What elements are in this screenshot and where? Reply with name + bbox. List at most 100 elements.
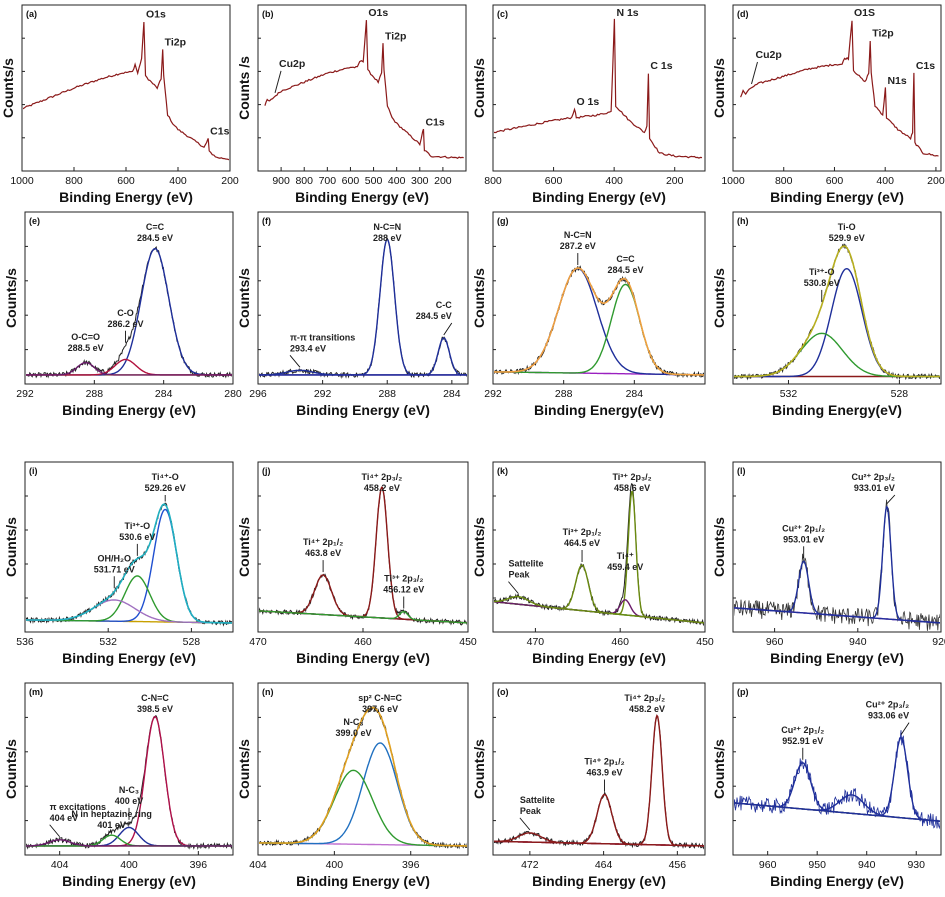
x-tick-label: 600 [826,175,844,187]
peak-annotation-line: 287.2 eV [560,241,596,251]
fit-component-line [259,369,467,376]
plot-area [26,715,232,850]
peak-annotation-line: 530.8 eV [804,278,840,288]
peak-annotation-line: Ti⁴⁺ 2p₃/₂ [624,693,665,703]
x-tick-label: 470 [249,636,267,648]
y-axis-label: Counts/s [236,739,252,799]
plot-area [26,502,232,627]
y-axis-label: Counts/s [471,268,487,328]
y-axis-label: Counts/s [0,58,16,118]
plot-area [734,499,940,631]
peak-annotation-line: C-C [436,300,452,310]
peak-annotation-line: 458.2 eV [364,483,400,493]
plot-area [259,486,467,626]
plot-frame [732,211,942,385]
panel-n: (n) 404 400 396 Binding Energy (eV) Counts/s s… [236,682,469,889]
x-tick-label: 800 [775,175,793,187]
x-axis-label: Binding Energy (eV) [59,189,193,205]
plot-frame [492,4,706,172]
peak-annotation-line: 284.5 eV [137,233,173,243]
peak-annotation-line: 404 eV [50,813,79,823]
plot-frame [24,682,234,856]
peak-annotation-line: Cu²⁺ 2p₃/₂ [866,700,909,710]
y-axis-label: Counts/s [3,517,19,577]
peak-annotation-line: 398.5 eV [137,704,173,714]
peak-annotation-line: C=C [616,254,635,264]
panel-letter: (i) [29,466,38,476]
plot-frame [24,211,234,385]
peak-annotation-line: Ti-O [838,222,856,232]
peak-annotation-line: Ti⁴⁺ [617,551,634,561]
x-axis-label: Binding Energy (eV) [532,650,666,666]
x-tick-label: 950 [808,859,826,871]
x-tick-label: 900 [272,175,290,187]
x-tick-label: 284 [626,388,644,400]
raw-data-line [26,715,232,850]
peak-annotation-line: C=C [146,222,165,232]
panel-b: (b) 900 800 700 600 500 400 300 200 Binding Energ… [236,4,467,205]
peak-annotation-line: 400 eV [115,796,144,806]
panel-letter: (m) [29,687,43,697]
envelope-line [259,706,467,847]
plot-area [264,20,464,160]
peak-annotation-line: 953.01 eV [783,534,824,544]
plot-frame [492,211,706,385]
peak-annotation-line: Sattelite [520,795,555,805]
x-tick-label: 940 [858,859,876,871]
x-tick-label: 920 [932,636,945,648]
x-tick-label: 1000 [10,175,34,187]
panel-letter: (p) [737,687,749,697]
peak-label: Ti2p [165,37,186,49]
x-axis-label: Binding Energy (eV) [62,402,196,418]
peak-annotation-line: 463.8 eV [305,548,341,558]
x-tick-label: 400 [120,859,138,871]
annotation-arrow [443,322,453,336]
raw-data-line [26,246,232,379]
x-tick-label: 200 [434,175,452,187]
peak-label: N 1s [616,7,638,19]
x-tick-label: 396 [402,859,420,871]
x-axis-label: Binding Energy(eV) [534,402,664,418]
panel-letter: (h) [737,216,749,226]
x-tick-label: 930 [907,859,925,871]
plot-area [259,237,467,379]
peak-annotation-line: Ti³⁺-O [809,267,835,277]
panel-f: (f) 296 292 288 284 Binding Energy (eV) Counts… [236,211,469,418]
x-tick-label: 600 [342,175,360,187]
x-tick-label: 292 [16,388,34,400]
peak-annotation-line: 288 eV [373,233,402,243]
peak-label: Cu2p [279,58,305,70]
x-tick-label: 800 [65,175,83,187]
x-tick-label: 470 [527,636,545,648]
peak-annotation-line: 463.9 eV [587,767,623,777]
panel-g: (g) 292 288 284 Binding Energy(eV) Counts/s N-… [471,211,706,418]
plot-frame [257,682,469,856]
peak-annotation-line: Ti³⁺-O [125,521,151,531]
peak-annotation-line: Ti³⁺ 2p₃/₂ [384,574,423,584]
peak-annotation-line: O-C=O [71,332,100,342]
panel-m: (m) 404 400 396 Binding Energy (eV) Counts/s C… [3,682,234,889]
y-axis-label: Counts/s [3,268,19,328]
plot-frame [492,461,706,633]
x-axis-label: Binding Energy (eV) [532,189,666,205]
x-tick-label: 284 [443,388,461,400]
fit-component-line [734,505,940,624]
peak-annotation-line: 401 eV [97,820,126,830]
annotation-arrow [886,494,896,505]
peak-annotation-line: Sattelite [508,559,543,569]
peak-annotation-line: N-C₃ [119,785,139,795]
plot-area [23,21,229,161]
peak-annotation-line: Ti⁴⁺-O [152,472,179,482]
